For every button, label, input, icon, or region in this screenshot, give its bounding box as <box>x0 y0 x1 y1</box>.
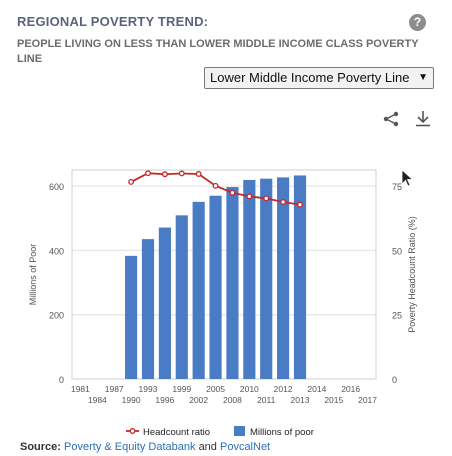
x-tick-label: 2010 <box>240 384 259 394</box>
x-tick-label: 1984 <box>88 395 107 405</box>
y-left-tick-label: 600 <box>49 182 64 192</box>
headcount-point-2008 <box>229 189 236 196</box>
y-right-tick-label: 50 <box>392 246 402 256</box>
x-tick-label: 2017 <box>358 395 377 405</box>
poverty-line-select[interactable]: Lower Middle Income Poverty Line ▼ <box>204 67 434 89</box>
bar-millions-of-poor-2011 <box>260 178 273 379</box>
headcount-point-1999 <box>178 170 185 177</box>
y-right-tick-label: 25 <box>392 311 402 321</box>
x-tick-label: 2015 <box>324 395 343 405</box>
share-icon[interactable] <box>383 111 399 127</box>
y-right-tick-label: 0 <box>392 375 397 385</box>
headcount-point-2011 <box>263 195 270 202</box>
legend-headcount-label[interactable]: Headcount ratio <box>143 427 210 438</box>
mouse-cursor-icon <box>401 169 414 187</box>
chart-title: REGIONAL POVERTY TREND: <box>17 14 209 29</box>
chart-subtitle: PEOPLE LIVING ON LESS THAN LOWER MIDDLE … <box>17 38 419 65</box>
headcount-point-1996 <box>161 171 168 178</box>
x-tick-label: 1990 <box>122 395 141 405</box>
x-tick-label: 2008 <box>223 395 242 405</box>
headcount-point-2002 <box>195 171 202 177</box>
x-tick-label: 2016 <box>341 384 360 394</box>
x-tick-label: 2012 <box>274 384 293 394</box>
y-left-axis-title: Millions of Poor <box>28 244 38 306</box>
headcount-point-2013 <box>297 201 303 208</box>
bar-millions-of-poor-1993 <box>141 239 155 379</box>
x-tick-label: 2002 <box>189 395 208 405</box>
bar-millions-of-poor-2010 <box>243 179 256 379</box>
y-left-tick-label: 0 <box>59 375 64 385</box>
y-left-tick-label: 400 <box>49 246 64 256</box>
help-icon[interactable]: ? <box>409 14 426 31</box>
x-tick-label: 2011 <box>257 395 276 405</box>
x-tick-label: 1987 <box>105 384 124 394</box>
x-tick-label: 2014 <box>307 384 326 394</box>
headcount-point-2010 <box>246 193 253 200</box>
bar-millions-of-poor-2002 <box>192 201 205 379</box>
bar-millions-of-poor-2013 <box>293 175 307 379</box>
headcount-point-2012 <box>280 199 287 205</box>
legend-poor-swatch <box>234 426 245 436</box>
bar-millions-of-poor-1999 <box>175 215 188 379</box>
x-tick-label: 2005 <box>206 384 225 394</box>
legend-poor-label[interactable]: Millions of poor <box>250 427 314 438</box>
x-tick-label: 2013 <box>291 395 310 405</box>
bar-millions-of-poor-2012 <box>277 177 290 379</box>
y-left-tick-label: 200 <box>49 311 64 321</box>
bar-millions-of-poor-1996 <box>158 227 171 379</box>
y-right-tick-label: 75 <box>392 182 402 192</box>
bar-millions-of-poor-2008 <box>226 187 239 379</box>
source-label: Source: <box>20 441 61 453</box>
source-link-databank[interactable]: Poverty & Equity Databank <box>64 441 196 453</box>
source-conjunction: and <box>198 441 217 453</box>
x-tick-label: 1996 <box>155 395 174 405</box>
x-tick-label: 1981 <box>71 384 90 394</box>
poverty-trend-chart: 0 200 400 600 0 25 50 75 1981 1987 1993 1999 2005 201… <box>28 169 417 438</box>
headcount-point-2005 <box>212 182 219 189</box>
bar-millions-of-poor-1990 <box>125 255 138 379</box>
source-link-povcalnet[interactable]: PovcalNet <box>219 441 271 453</box>
headcount-point-1993 <box>145 170 151 177</box>
bar-millions-of-poor-2005 <box>209 195 222 379</box>
x-tick-label: 1999 <box>172 384 191 394</box>
source-note: Source: Poverty & Equity Databank and Po… <box>20 441 270 453</box>
headcount-point-1990 <box>128 179 135 185</box>
poverty-line-select-value: Lower Middle Income Poverty Line <box>210 70 410 85</box>
legend-headcount-marker <box>129 428 136 434</box>
plot-area <box>71 169 377 380</box>
chevron-down-icon: ▼ <box>418 72 428 83</box>
x-tick-label: 1993 <box>139 384 158 394</box>
y-right-axis-title: Poverty Headcount Ratio (%) <box>407 216 417 333</box>
download-icon[interactable] <box>415 110 431 127</box>
